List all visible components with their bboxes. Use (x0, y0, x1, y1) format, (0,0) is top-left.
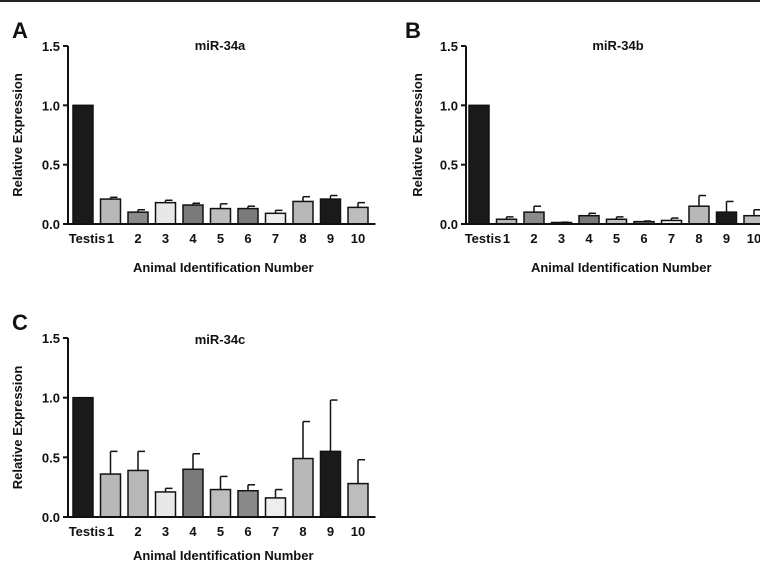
x-tick-label: 4 (189, 524, 197, 539)
x-tick-label: 2 (134, 231, 141, 246)
bar-animal-9 (319, 198, 342, 225)
bar-animal-4 (182, 468, 204, 518)
x-axis-label: Animal Identification Number (531, 260, 712, 275)
bar-animal-8 (292, 457, 314, 518)
bar-animal-5 (209, 207, 232, 225)
top-border-rule (0, 0, 760, 2)
bar-animal-3 (154, 491, 177, 518)
x-tick-label: 9 (327, 524, 334, 539)
bar-animal-6 (237, 207, 259, 225)
y-tick-label: 1.5 (440, 39, 458, 54)
bar-animal-2 (127, 211, 149, 225)
x-tick-label: 1 (107, 231, 114, 246)
bar-animal-2 (127, 469, 149, 518)
panel-label-c: C (12, 310, 28, 335)
x-tick-label: Testis (69, 231, 106, 246)
chart-mir-34a: miR-34a 0.0 0.5 1.0 1.5 Relative Expression Te… (10, 38, 376, 275)
bar-testis (72, 104, 94, 225)
y-axis-label: Relative Expression (410, 73, 425, 197)
bar-animal-8 (688, 205, 710, 225)
x-axis-label: Animal Identification Number (133, 548, 314, 563)
x-tick-label: 5 (217, 524, 224, 539)
bar-animal-10 (347, 206, 369, 225)
y-tick-label: 1.5 (42, 331, 60, 346)
bar-animal-2 (523, 211, 545, 225)
x-tick-label: 7 (272, 231, 279, 246)
x-tick-label: 8 (299, 231, 306, 246)
x-tick-label: 8 (695, 231, 702, 246)
x-tick-label: 7 (668, 231, 675, 246)
bar-animal-10 (347, 482, 369, 518)
x-tick-label: 8 (299, 524, 306, 539)
y-tick-label: 0.5 (42, 158, 60, 173)
x-tick-label: Testis (465, 231, 502, 246)
panel-label-b: B (405, 18, 421, 43)
x-tick-label: 6 (244, 231, 251, 246)
bar-animal-3 (154, 201, 177, 225)
bar-animal-1 (99, 198, 122, 225)
x-tick-label: 10 (747, 231, 760, 246)
x-tick-label: 1 (503, 231, 510, 246)
x-tick-label: 6 (244, 524, 251, 539)
x-tick-label: 9 (723, 231, 730, 246)
x-tick-label: 3 (162, 231, 169, 246)
x-axis-label: Animal Identification Number (133, 260, 314, 275)
bar-animal-7 (264, 497, 287, 518)
x-tick-label: 9 (327, 231, 334, 246)
bar-animal-8 (292, 200, 314, 225)
y-tick-label: 0.0 (440, 217, 458, 232)
y-tick-label: 0.0 (42, 217, 60, 232)
x-tick-label: 5 (613, 231, 620, 246)
x-tick-label: 5 (217, 231, 224, 246)
chart-title: miR-34b (592, 38, 643, 53)
y-axis-label: Relative Expression (10, 73, 25, 197)
bar-animal-1 (99, 473, 122, 518)
x-tick-label: 7 (272, 524, 279, 539)
panel-label-a: A (12, 18, 28, 43)
bar-animal-5 (209, 488, 232, 518)
x-tick-label: 6 (640, 231, 647, 246)
y-tick-label: 1.5 (42, 39, 60, 54)
chart-mir-34c: miR-34c 0.0 0.5 1.0 1.5 Relative Expression Te… (10, 331, 376, 563)
bar-animal-9 (319, 450, 342, 518)
x-tick-label: 10 (351, 524, 365, 539)
bar-animal-7 (264, 212, 287, 225)
y-tick-label: 0.0 (42, 510, 60, 525)
bar-animal-10 (743, 214, 760, 225)
bar-animal-4 (578, 214, 600, 225)
x-tick-label: 3 (558, 231, 565, 246)
y-tick-label: 0.5 (42, 450, 60, 465)
bar-animal-4 (182, 204, 204, 225)
y-tick-label: 1.0 (42, 98, 60, 113)
chart-mir-34b: miR-34b 0.0 0.5 1.0 1.5 Relative Expression Te… (410, 38, 760, 275)
x-tick-label: 1 (107, 524, 114, 539)
x-tick-label: 2 (134, 524, 141, 539)
bar-testis (468, 104, 490, 225)
bar-animal-9 (715, 211, 738, 225)
x-tick-label: 4 (189, 231, 197, 246)
chart-title: miR-34a (195, 38, 246, 53)
x-tick-label: 4 (585, 231, 593, 246)
y-tick-label: 0.5 (440, 158, 458, 173)
x-tick-label: 2 (530, 231, 537, 246)
y-axis-label: Relative Expression (10, 366, 25, 490)
bar-animal-6 (237, 489, 259, 518)
chart-title: miR-34c (195, 332, 246, 347)
y-tick-label: 1.0 (42, 391, 60, 406)
bar-testis (72, 396, 94, 518)
y-tick-label: 1.0 (440, 98, 458, 113)
x-tick-label: 10 (351, 231, 365, 246)
x-tick-label: 3 (162, 524, 169, 539)
x-tick-label: Testis (69, 524, 106, 539)
